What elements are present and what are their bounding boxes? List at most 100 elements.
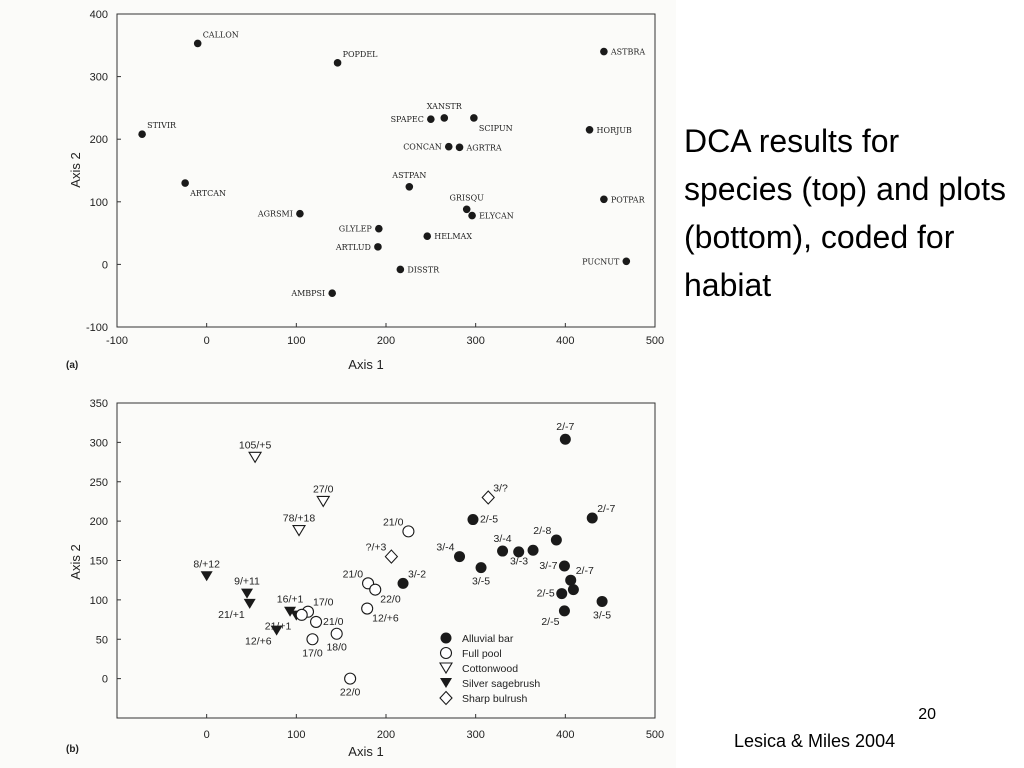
point-label: AMBPSI [290, 289, 325, 298]
data-point [596, 595, 608, 607]
legend-label: Sharp bulrush [462, 693, 528, 705]
point-label: 2/-7 [556, 421, 574, 433]
data-point [361, 602, 374, 615]
data-point [333, 59, 342, 67]
data-point [375, 224, 383, 233]
point-label: STIVIR [147, 121, 177, 130]
point-label: XANSTR [427, 102, 463, 111]
point-label: 3/-2 [408, 568, 426, 580]
data-point [243, 598, 256, 609]
citation: Lesica & Miles 2004 [734, 731, 896, 751]
point-label: POPDEL [343, 50, 379, 59]
data-point [330, 627, 343, 640]
data-point [481, 490, 495, 505]
point-label: ASTPAN [391, 171, 426, 180]
point-label: ARTCAN [189, 189, 226, 198]
x-tick-label: 200 [377, 729, 395, 741]
point-label: 22/0 [380, 594, 401, 606]
legend-marker [439, 690, 453, 706]
data-point [565, 574, 577, 586]
point-label: CONCAN [403, 143, 442, 152]
x-tick-label: 300 [466, 729, 484, 741]
legend-marker [439, 646, 453, 660]
data-point [270, 625, 283, 636]
point-label: 27/0 [313, 483, 334, 495]
point-label: 3/-5 [593, 609, 611, 621]
y-tick-label: 400 [90, 9, 108, 21]
y-tick-label: 50 [96, 634, 108, 646]
data-point [586, 512, 598, 524]
data-point [200, 571, 213, 582]
x-tick-label: 100 [287, 729, 305, 741]
y-tick-label: 300 [90, 437, 108, 449]
data-point [384, 549, 399, 564]
point-label: 3/-5 [472, 576, 490, 588]
point-label: 16/+1 [277, 594, 304, 606]
point-label: 21/0 [323, 616, 344, 628]
point-label: SPAPEC [391, 115, 424, 124]
point-label: 3/-3 [510, 555, 528, 567]
y-axis-label: Axis 2 [68, 544, 83, 579]
data-point [567, 584, 579, 596]
legend-marker [440, 632, 452, 644]
point-label: 2/-5 [480, 514, 498, 526]
x-tick-label: 300 [466, 335, 484, 347]
figure-background [0, 0, 676, 768]
x-tick-label: 400 [556, 335, 574, 347]
y-tick-label: 350 [90, 398, 108, 410]
data-point [467, 514, 479, 526]
point-label: 21/0 [343, 568, 364, 580]
point-label: AGRTRA [466, 143, 502, 152]
data-point [622, 257, 631, 266]
y-tick-label: 100 [90, 595, 108, 607]
legend-label: Cottonwood [462, 663, 518, 675]
point-label: DISSTR [407, 265, 440, 274]
data-point [455, 143, 464, 152]
point-label: 2/-8 [533, 525, 551, 537]
point-label: 3/? [493, 483, 508, 495]
plot-frame [116, 13, 656, 328]
point-label: 3/-4 [494, 533, 512, 545]
point-label: 21/+1 [218, 609, 245, 621]
data-point [193, 39, 202, 48]
point-label: 2/-7 [597, 503, 615, 515]
y-tick-label: 150 [90, 556, 108, 568]
legend-marker [439, 662, 453, 675]
legend-label: Full pool [462, 648, 502, 660]
data-point [374, 243, 382, 251]
y-axis-label: Axis 2 [68, 152, 83, 187]
page-number: 20 [918, 706, 936, 723]
data-point [369, 583, 382, 596]
data-point [241, 588, 254, 599]
y-tick-label: 250 [90, 477, 108, 489]
data-point [470, 114, 478, 122]
point-label: ?/+3 [366, 542, 387, 554]
data-point [513, 546, 525, 558]
point-label: 22/0 [340, 687, 361, 699]
point-label: ASTBRA [610, 48, 645, 57]
data-point [440, 114, 449, 122]
data-point [423, 232, 432, 241]
x-axis-label: Axis 1 [348, 357, 383, 372]
point-label: PUCNUT [582, 257, 620, 266]
data-point [292, 525, 306, 537]
y-tick-label: 0 [102, 259, 108, 271]
point-label: ELYCAN [479, 212, 514, 221]
data-point [295, 608, 308, 621]
data-point [556, 588, 568, 600]
x-tick-label: 0 [204, 729, 210, 741]
data-point [396, 265, 405, 274]
y-tick-label: 300 [90, 72, 108, 84]
data-point [600, 47, 608, 56]
x-axis-label: Axis 1 [348, 744, 383, 759]
point-label: 21/0 [383, 516, 404, 528]
species-ordination-chart: -100 0 100 200 300 400 500 -100 0 100 200 300 400 Axi… [66, 9, 664, 372]
legend-label: Silver sagebrush [462, 678, 540, 690]
point-label: HELMAX [434, 232, 472, 241]
point-label: 3/-4 [436, 542, 454, 554]
data-point [397, 577, 409, 589]
data-point [462, 205, 471, 214]
data-point [454, 551, 466, 563]
point-label: POTPAR [611, 195, 646, 204]
point-label: 105/+5 [239, 439, 272, 451]
